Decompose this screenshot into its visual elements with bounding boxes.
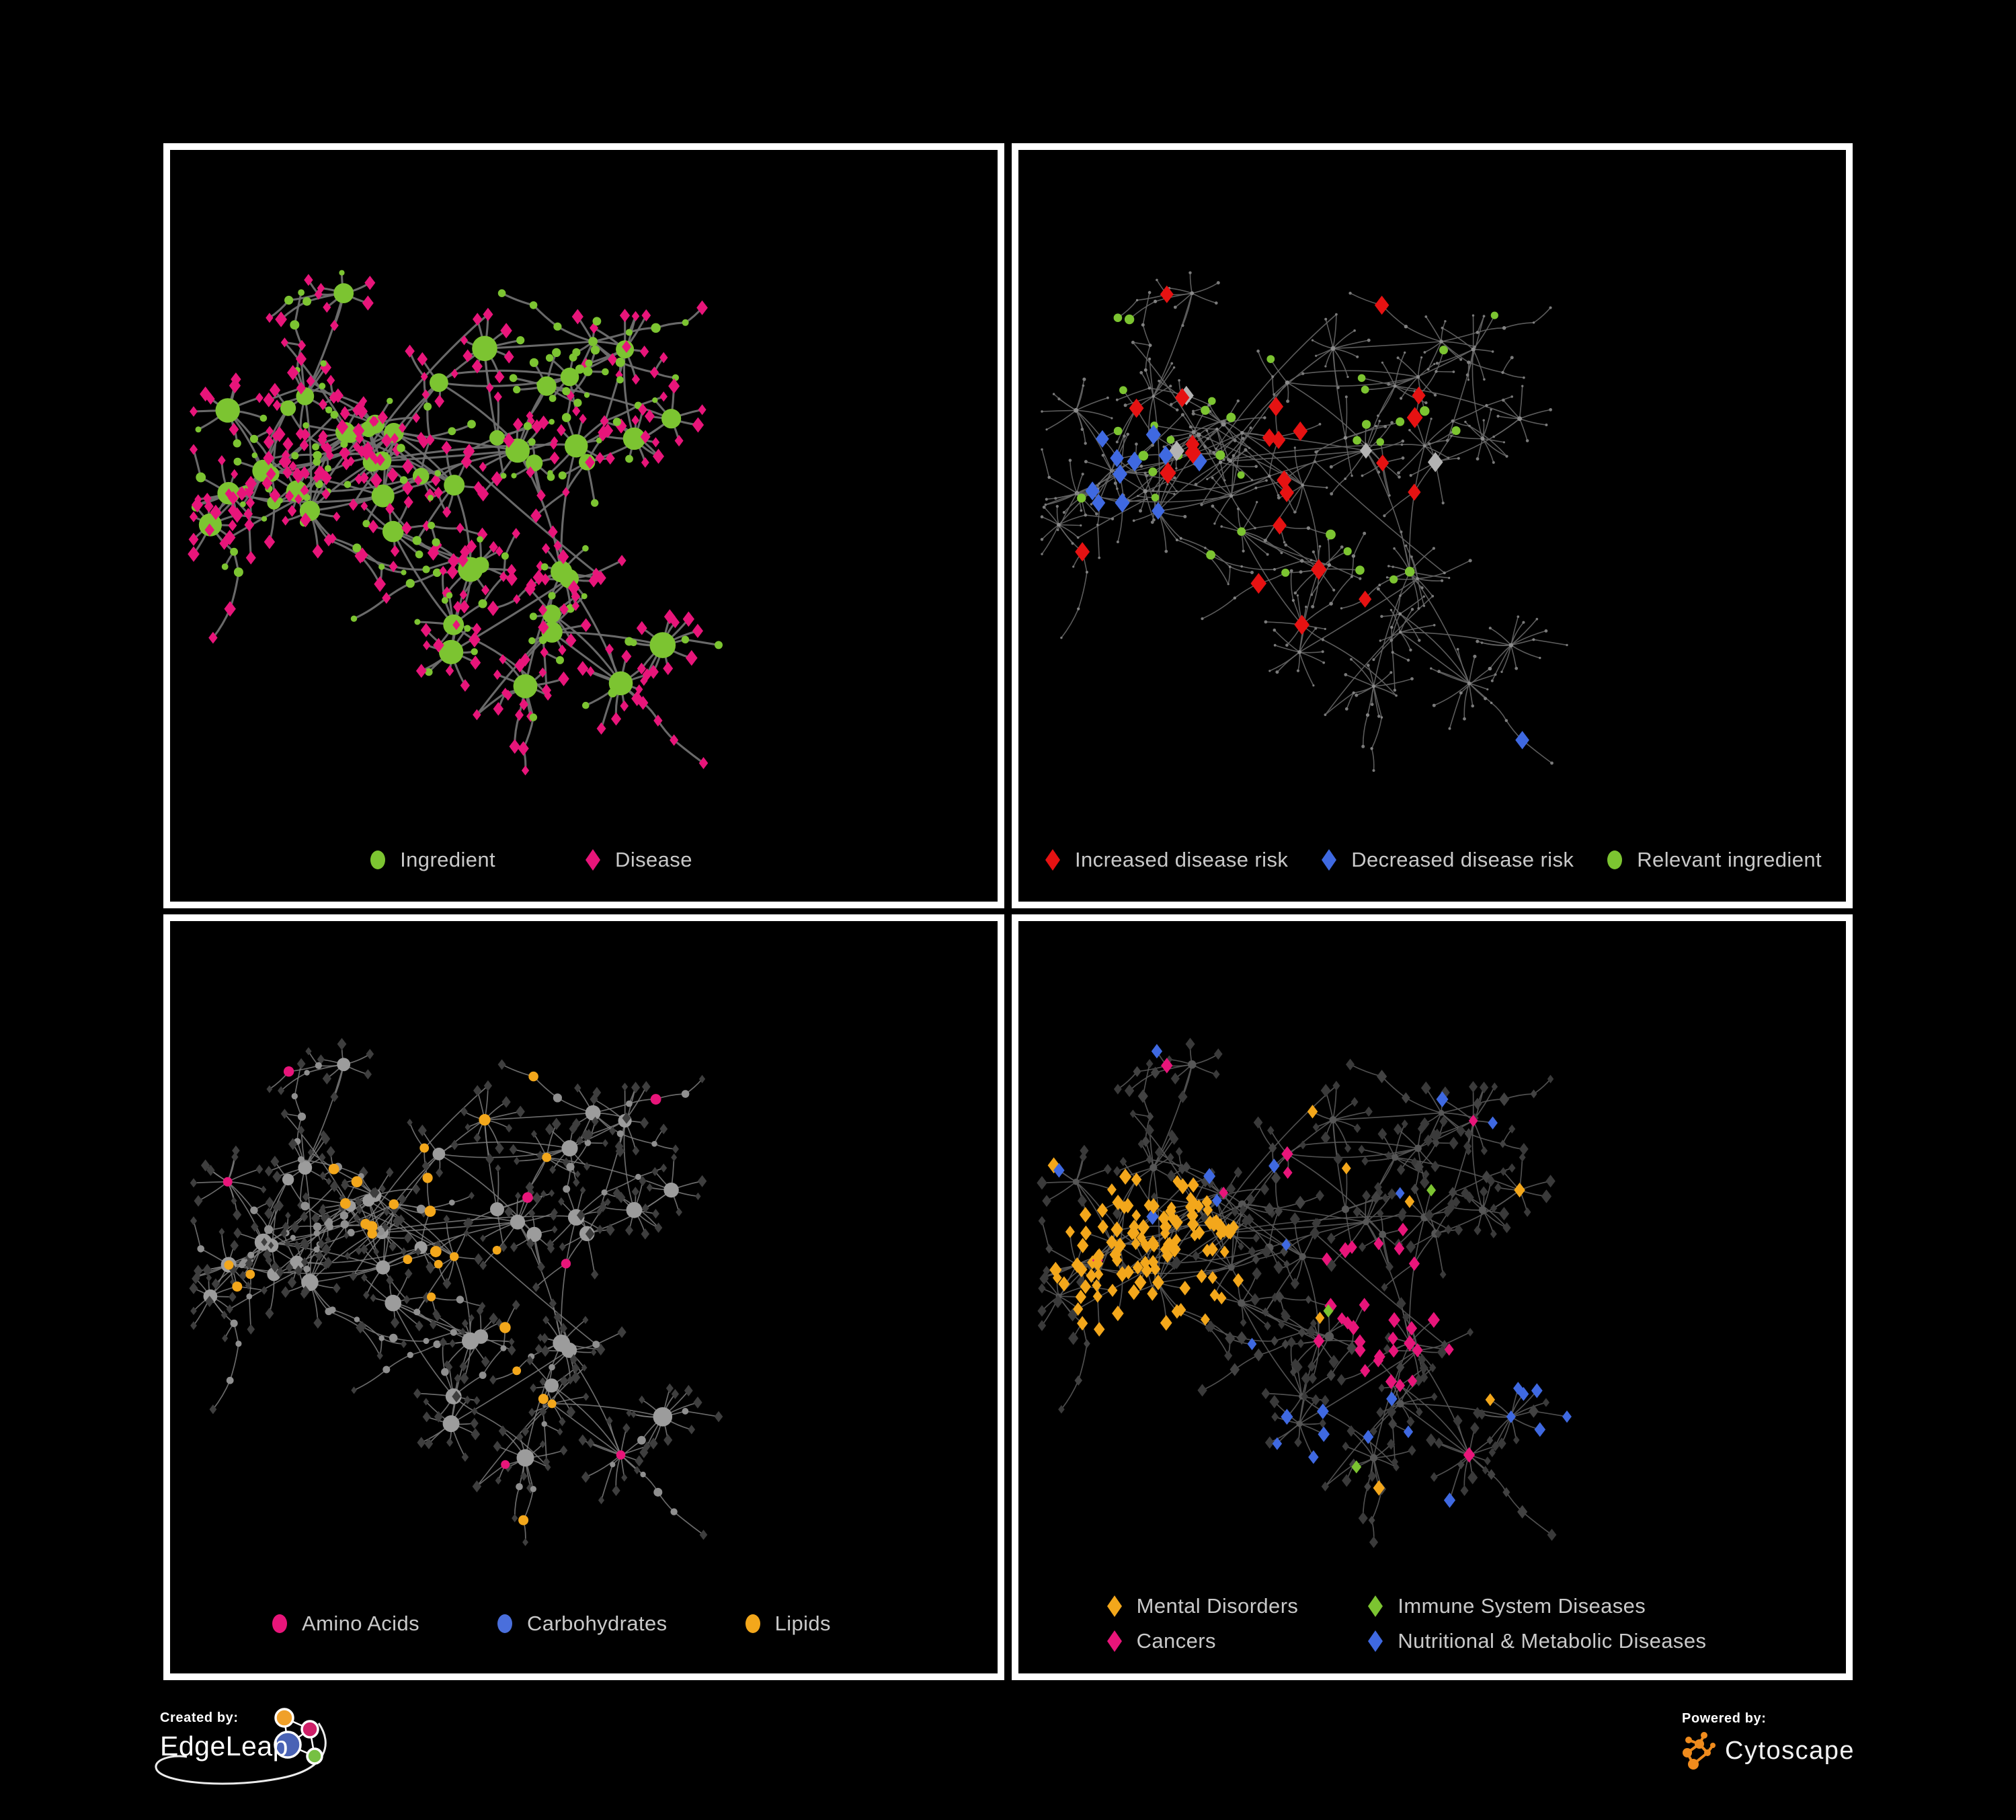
legend-item-disease-category-network-3: Nutritional & Metabolic Diseases xyxy=(1365,1629,1706,1653)
legend-label: Cancers xyxy=(1136,1629,1216,1653)
legend-label: Ingredient xyxy=(400,848,496,871)
legend-item-nutrient-class-network-2: Lipids xyxy=(743,1612,831,1636)
network-graph xyxy=(1037,1037,1572,1548)
legend-circle-icon xyxy=(497,1614,513,1633)
legend-item-disease-risk-network-1: Decreased disease risk xyxy=(1319,848,1574,872)
legend-circle-icon xyxy=(1607,850,1623,869)
network-graph xyxy=(188,270,723,776)
legend-item-disease-category-network-1: Immune System Diseases xyxy=(1365,1594,1706,1618)
network-graph xyxy=(1040,271,1568,772)
legend-label: Nutritional & Metabolic Diseases xyxy=(1398,1629,1707,1653)
edgeleap-wordmark: EdgeLeap xyxy=(160,1731,288,1762)
legend-diamond-icon xyxy=(586,849,601,871)
legend: Increased disease risk Decreased disease … xyxy=(1018,848,1846,872)
legend-item-nutrient-class-network-0: Amino Acids xyxy=(270,1612,419,1636)
legend-label: Disease xyxy=(615,848,692,871)
legend: Ingredient Disease xyxy=(116,848,944,872)
legend-label: Relevant ingredient xyxy=(1637,848,1822,871)
legend-circle-icon xyxy=(745,1614,760,1633)
legend-item-disease-risk-network-0: Increased disease risk xyxy=(1043,848,1288,872)
legend-circle-icon xyxy=(272,1614,288,1633)
legend: Mental Disorders Immune System Diseases Ca… xyxy=(992,1594,1819,1653)
legend-label: Amino Acids xyxy=(302,1612,420,1635)
legend-diamond-icon xyxy=(1106,1630,1122,1652)
legend-label: Carbohydrates xyxy=(527,1612,668,1635)
panel-nutrient-class-network: Amino Acids Carbohydrates Lipids xyxy=(163,914,1004,1680)
legend-label: Lipids xyxy=(774,1612,831,1635)
edgeleap-credit: Created by: EdgeLeap xyxy=(155,1708,389,1811)
legend-label: Decreased disease risk xyxy=(1351,848,1574,871)
powered-by-label: Powered by: xyxy=(1682,1711,1767,1726)
legend-diamond-icon xyxy=(1368,1595,1383,1617)
created-by-label: Created by: xyxy=(160,1710,239,1725)
cytoscape-credit: Powered by: Cytosc xyxy=(1682,1711,1855,1771)
legend-diamond-icon xyxy=(1322,849,1337,871)
legend-item-disease-category-network-2: Cancers xyxy=(1104,1629,1299,1653)
legend-diamond-icon xyxy=(1106,1595,1122,1617)
network-graph xyxy=(189,1037,723,1546)
legend-label: Increased disease risk xyxy=(1075,848,1289,871)
edgeleap-logo-icon xyxy=(155,1708,327,1785)
legend-item-nutrient-class-network-1: Carbohydrates xyxy=(495,1612,668,1636)
cytoscape-wordmark: Cytoscape xyxy=(1725,1736,1855,1765)
legend: Amino Acids Carbohydrates Lipids xyxy=(136,1612,964,1636)
legend-item-disease-risk-network-2: Relevant ingredient xyxy=(1605,848,1822,872)
panel-ingredient-disease-network: Ingredient Disease xyxy=(163,143,1004,908)
legend-diamond-icon xyxy=(1045,849,1061,871)
panel-disease-risk-network: Increased disease risk Decreased disease … xyxy=(1012,143,1853,908)
legend-item-ingredient-disease-network-1: Disease xyxy=(583,848,692,872)
legend-label: Immune System Diseases xyxy=(1398,1594,1646,1618)
panel-disease-category-network: Mental Disorders Immune System Diseases Ca… xyxy=(1012,914,1853,1680)
legend-diamond-icon xyxy=(1368,1630,1383,1652)
legend-label: Mental Disorders xyxy=(1136,1594,1299,1618)
cytoscape-logo-icon xyxy=(1683,1732,1716,1770)
legend-circle-icon xyxy=(370,850,386,869)
legend-item-ingredient-disease-network-0: Ingredient xyxy=(368,848,495,872)
legend-item-disease-category-network-0: Mental Disorders xyxy=(1104,1594,1299,1618)
